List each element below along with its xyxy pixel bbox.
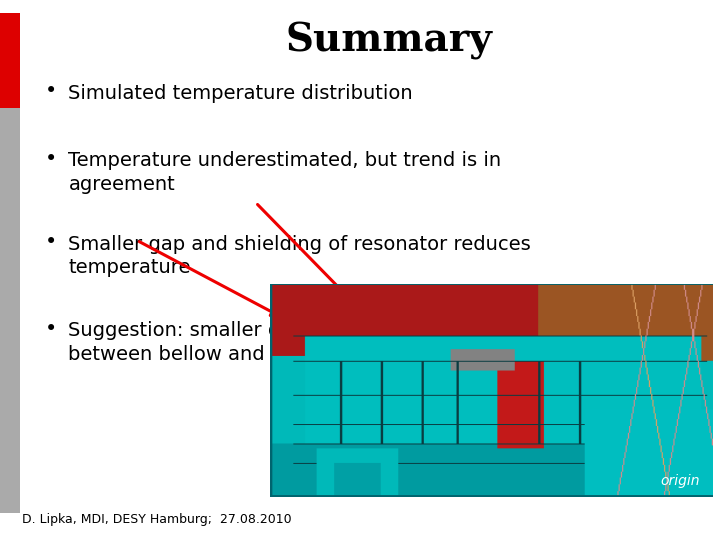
Text: Suggestion: smaller gap and/or close space
between bellow and shielding: Suggestion: smaller gap and/or close spa… bbox=[68, 321, 495, 364]
Bar bbox=[0, 108, 20, 513]
Text: origin: origin bbox=[660, 474, 700, 488]
Text: •: • bbox=[45, 319, 58, 339]
Text: Summary: Summary bbox=[285, 22, 492, 59]
Text: •: • bbox=[45, 232, 58, 252]
Text: •: • bbox=[45, 81, 58, 101]
Bar bbox=[0, 14, 20, 108]
Text: Smaller gap and shielding of resonator reduces
temperature: Smaller gap and shielding of resonator r… bbox=[68, 235, 531, 278]
Text: Temperature underestimated, but trend is in
agreement: Temperature underestimated, but trend is… bbox=[68, 151, 502, 194]
Text: •: • bbox=[45, 148, 58, 168]
Text: Simulated temperature distribution: Simulated temperature distribution bbox=[68, 84, 413, 103]
Text: D. Lipka, MDI, DESY Hamburg;  27.08.2010: D. Lipka, MDI, DESY Hamburg; 27.08.2010 bbox=[22, 514, 291, 526]
